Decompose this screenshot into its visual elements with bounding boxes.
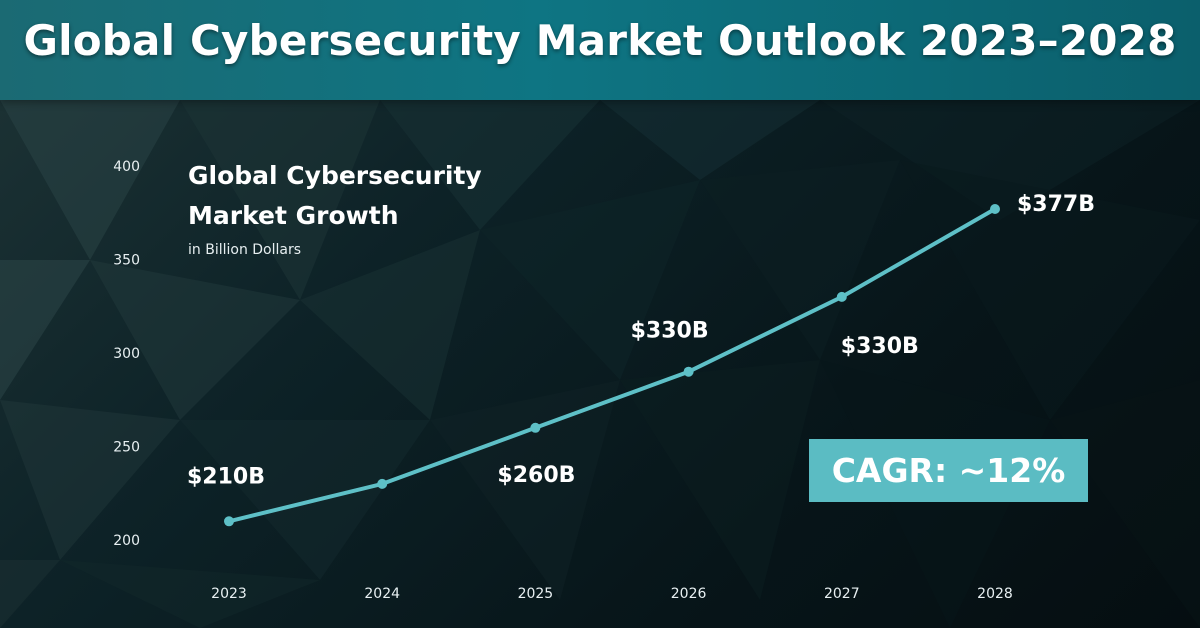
data-point <box>683 366 694 377</box>
data-point <box>224 516 234 527</box>
data-point <box>836 291 847 302</box>
y-axis-ticks: 200 250 300 350 400 <box>113 159 140 549</box>
x-tick-label: 2027 <box>824 586 860 602</box>
data-points <box>224 204 1000 527</box>
data-label: $330B <box>841 334 919 359</box>
data-point <box>530 422 541 433</box>
y-tick-label: 250 <box>113 440 140 456</box>
data-point <box>990 204 1000 215</box>
data-point <box>377 478 388 489</box>
page-title: Global Cybersecurity Market Outlook 2023… <box>23 16 1177 65</box>
cagr-badge: CAGR: ~12% <box>809 439 1088 502</box>
x-tick-label: 2026 <box>671 586 707 602</box>
data-labels: $210B $260B $330B $330B $377B <box>187 192 1095 489</box>
series-line <box>227 207 997 524</box>
y-tick-label: 300 <box>113 346 140 362</box>
data-label: $210B <box>187 464 265 489</box>
data-label: $260B <box>497 463 575 488</box>
x-tick-label: 2024 <box>364 586 400 602</box>
y-tick-label: 350 <box>113 253 140 269</box>
x-axis-ticks: 2023 2024 2025 2026 2027 2028 <box>211 586 1013 602</box>
y-tick-label: 200 <box>113 533 140 549</box>
title-banner: Global Cybersecurity Market Outlook 2023… <box>0 0 1200 100</box>
data-label: $330B <box>631 319 709 344</box>
chart-subtitle: in Billion Dollars <box>188 242 302 258</box>
x-tick-label: 2025 <box>518 586 554 602</box>
x-tick-label: 2028 <box>977 586 1013 602</box>
y-tick-label: 400 <box>113 159 140 175</box>
chart-title: Global Cybersecurity Market Growth <box>188 161 482 230</box>
data-label: $377B <box>1017 192 1095 217</box>
x-tick-label: 2023 <box>211 586 247 602</box>
